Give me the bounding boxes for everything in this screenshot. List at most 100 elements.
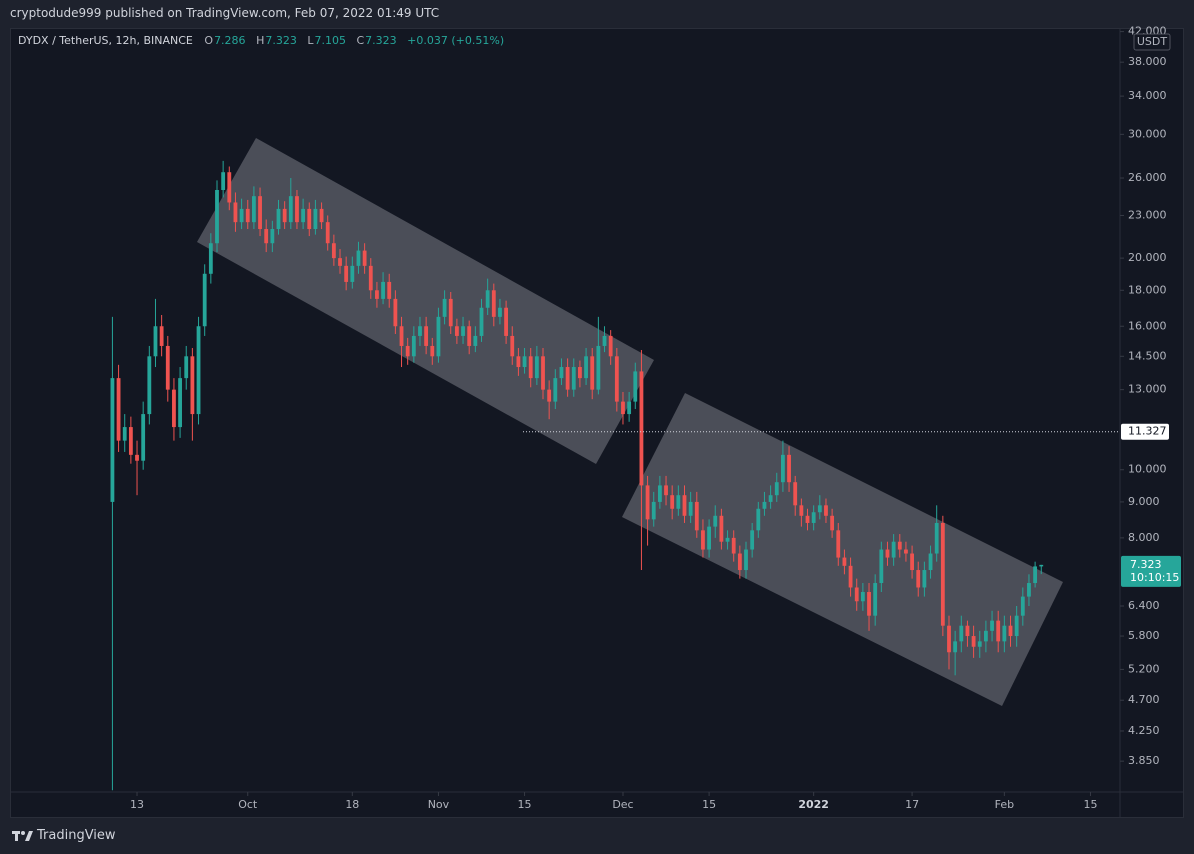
candle-body [498, 307, 502, 317]
y-tick-label: 38.000 [1128, 55, 1167, 68]
candle-body [713, 515, 718, 527]
candle-body [430, 345, 435, 357]
candle-body [436, 316, 441, 357]
candle-body [578, 367, 582, 379]
candle-body [147, 356, 152, 415]
y-tick-label: 30.000 [1128, 127, 1167, 140]
candle-body [596, 345, 601, 390]
candle-body [744, 549, 748, 571]
overlay: 42.00038.00034.00030.00026.00023.00020.0… [130, 25, 1181, 811]
x-tick-label: 15 [702, 798, 716, 811]
candle-body [1008, 625, 1013, 637]
candle-body [799, 505, 804, 516]
candle-body [633, 371, 638, 402]
candle-body [971, 636, 976, 647]
candle-body [959, 625, 964, 642]
candle-body [307, 208, 312, 230]
x-tick-label: 15 [518, 798, 532, 811]
candle-body [227, 172, 232, 203]
candle-body [940, 522, 945, 626]
last-price-box [1121, 555, 1181, 587]
currency-box [1133, 33, 1171, 51]
candle-body [701, 530, 705, 550]
price-scale [1120, 28, 1184, 792]
candle-body [375, 290, 379, 299]
candles [110, 160, 1044, 791]
candle-body [682, 495, 687, 516]
candle-body [737, 553, 742, 571]
candle-body [442, 298, 447, 317]
candle-body [805, 515, 810, 523]
candle-body [215, 189, 219, 244]
candle-body [258, 196, 262, 230]
pane-border [10, 28, 1184, 818]
candle-body [676, 495, 681, 509]
candle-body [670, 495, 675, 509]
candle-body [867, 592, 871, 616]
candle-body [288, 196, 293, 223]
x-tick-label: 18 [345, 798, 359, 811]
candle-body [996, 620, 1001, 642]
candle-body [153, 326, 158, 357]
logo [12, 830, 33, 841]
candle-body [128, 427, 133, 455]
candle-body [393, 298, 398, 327]
candle-body [731, 537, 736, 554]
candle-body [824, 505, 828, 516]
last-price-label: 7.323 [1130, 558, 1162, 571]
candle-body [879, 549, 884, 584]
legend-key: C [356, 34, 365, 47]
candle-body [178, 378, 182, 428]
y-tick-label: 34.000 [1128, 89, 1167, 102]
candle-body [418, 326, 422, 336]
candle-body [159, 326, 164, 346]
y-tick-label: 4.250 [1128, 724, 1160, 737]
candle-body [781, 454, 785, 483]
y-tick-label: 5.200 [1128, 662, 1160, 675]
candle-body [245, 208, 250, 223]
candle-body [707, 526, 712, 550]
candle-body [504, 307, 509, 336]
brand: TradingView [37, 828, 116, 843]
candle-body [553, 378, 558, 402]
candle-body [190, 356, 195, 415]
channel-drawing [197, 138, 654, 464]
candle-body [719, 515, 724, 542]
candle-body [534, 356, 539, 379]
candle-body [424, 326, 429, 346]
candle-body [602, 335, 607, 346]
candle-body [873, 583, 878, 616]
candle-body [461, 326, 465, 336]
candle-body [141, 414, 146, 461]
currency-label: USDT [1137, 35, 1168, 48]
candle-body [331, 243, 336, 259]
candle-body [990, 620, 994, 631]
footer: TradingView [12, 828, 116, 843]
candle-body [1039, 564, 1044, 567]
x-tick-label: 17 [905, 798, 919, 811]
candle-body [811, 512, 816, 523]
candle-body [688, 501, 693, 516]
legend: DYDX / TetherUS, 12h, BINANCE O7.286 H7.… [18, 34, 511, 47]
candle-body [338, 258, 342, 266]
candle-body [522, 356, 527, 368]
plot-area [10, 28, 1120, 792]
candle-body [627, 401, 632, 415]
candle-body [621, 401, 625, 415]
candle-body [510, 335, 515, 357]
candle-body [762, 501, 767, 509]
time-scale [10, 792, 1184, 818]
candle-body [202, 273, 207, 327]
candle-body [1033, 566, 1038, 584]
candle-body [239, 208, 244, 223]
publish-info: cryptodude999 published on TradingView.c… [10, 6, 440, 20]
candle-body [916, 570, 921, 588]
candle-body [768, 495, 773, 502]
candle-body [165, 345, 170, 390]
y-tick-label: 6.400 [1128, 599, 1160, 612]
candle-body [399, 326, 404, 346]
candle-body [787, 454, 791, 483]
y-tick-label: 20.000 [1128, 251, 1167, 264]
candle-body [448, 298, 453, 327]
